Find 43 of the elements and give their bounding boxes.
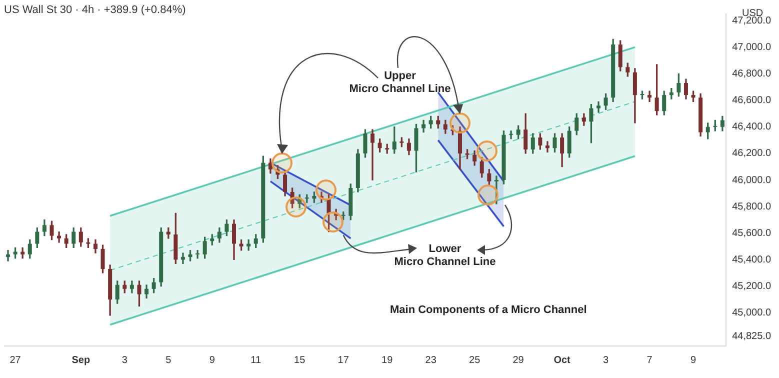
y-tick-label: 46,400.0	[732, 122, 772, 133]
x-tick-label: 23	[425, 354, 437, 366]
annotation: Upper Micro Channel Line	[348, 70, 452, 96]
chart-title: US Wall St 30 · 4h · +389.9 (+0.84%)	[4, 4, 186, 16]
x-tick-label: 7	[646, 354, 653, 366]
y-tick-label: 46,000.0	[732, 174, 772, 186]
x-tick-label: 17	[338, 354, 350, 366]
candlestick	[509, 130, 514, 140]
x-tick-label: 25	[469, 354, 481, 366]
y-tick-label: 47,200.0	[732, 15, 772, 26]
y-tick-label: 44,825.0	[732, 330, 772, 342]
candlestick	[545, 141, 550, 152]
candlestick	[319, 192, 324, 203]
x-tick-label: 5	[166, 354, 172, 366]
x-tick-label: 27	[10, 354, 22, 366]
x-tick-label: 11	[250, 354, 262, 366]
y-tick-label: 45,400.0	[732, 254, 772, 266]
x-tick-label: 29	[512, 354, 524, 366]
x-tick-label: 3	[603, 354, 610, 366]
x-tick-label: 9	[690, 354, 696, 366]
candlestick	[370, 129, 375, 180]
candlestick	[648, 90, 652, 102]
y-tick-label: 47,000.0	[732, 42, 772, 53]
candlestick	[494, 176, 498, 204]
x-tick-label: 15	[294, 354, 306, 366]
y-tick-label: 45,800.0	[732, 201, 772, 212]
candlestick	[57, 231, 62, 243]
y-tick-label: 46,800.0	[732, 68, 772, 80]
x-tick-label: 3	[122, 354, 128, 366]
x-tick-label: 19	[382, 354, 394, 366]
y-tick-label: 46,200.0	[732, 148, 772, 160]
x-tick-label: Oct	[554, 354, 572, 366]
y-tick-label: 45,000.0	[732, 308, 772, 319]
candlestick	[180, 252, 185, 264]
y-tick-label: 46,600.0	[732, 95, 772, 106]
candlestick	[6, 250, 10, 262]
candlestick	[196, 250, 200, 259]
x-tick-label: Sep	[72, 354, 90, 366]
x-tick-label: 9	[209, 354, 216, 366]
annotation: Lower Micro Channel Line	[393, 243, 497, 269]
annotation: Main Components of a Micro Channel	[390, 304, 587, 317]
y-tick-label: 45,200.0	[732, 280, 772, 292]
y-tick-label: 45,600.0	[732, 228, 772, 239]
